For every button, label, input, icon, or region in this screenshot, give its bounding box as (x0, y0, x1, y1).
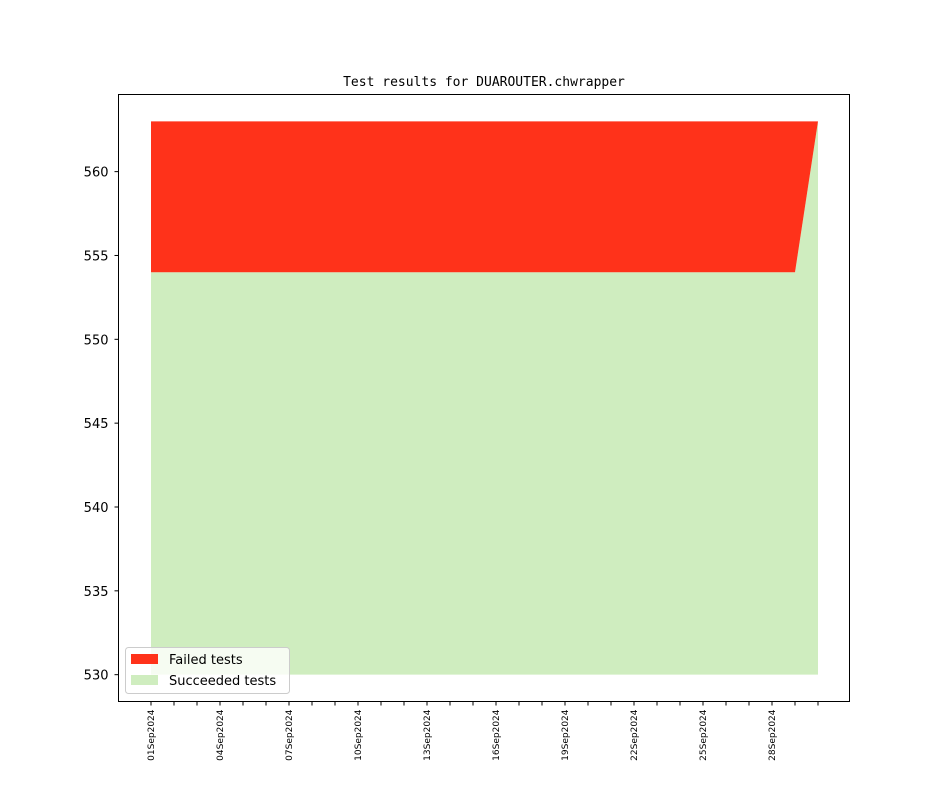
x-axis: 01Sep2024 04Sep2024 07Sep2024 10Sep2024 13Se… (147, 701, 819, 761)
y-tick-label: 540 (84, 501, 109, 516)
plot-frame (118, 94, 850, 702)
chart-title: Test results for DUAROUTER.chwrapper (343, 75, 625, 90)
y-axis: 530 535 540 545 550 555 560 (84, 166, 119, 684)
y-tick-label: 550 (84, 333, 109, 348)
area-failed-tests (151, 121, 818, 273)
x-tick-label: 10Sep2024 (354, 709, 364, 761)
x-tick-label: 01Sep2024 (147, 709, 157, 761)
x-tick-label: 28Sep2024 (768, 709, 778, 761)
area-succeeded-tests (151, 121, 818, 675)
legend-swatch (131, 675, 158, 685)
x-tick-label: 25Sep2024 (699, 709, 709, 761)
y-tick-label: 535 (84, 585, 109, 600)
x-tick-label: 22Sep2024 (630, 709, 640, 761)
legend-label: Failed tests (169, 653, 243, 668)
y-tick-label: 560 (84, 166, 109, 181)
y-tick-label: 545 (84, 417, 109, 432)
legend-box (125, 647, 290, 694)
area-layer (151, 121, 818, 675)
x-tick-label: 04Sep2024 (216, 709, 226, 761)
legend-label: Succeeded tests (169, 674, 276, 689)
y-tick-label: 555 (84, 249, 109, 264)
x-tick-label: 16Sep2024 (492, 709, 502, 761)
x-tick-label: 13Sep2024 (423, 709, 433, 761)
y-tick-label: 530 (84, 669, 109, 684)
x-tick-label: 19Sep2024 (561, 709, 571, 761)
legend: Failed tests Succeeded tests (125, 647, 290, 694)
legend-swatch (131, 654, 158, 664)
x-tick-label: 07Sep2024 (285, 709, 295, 761)
